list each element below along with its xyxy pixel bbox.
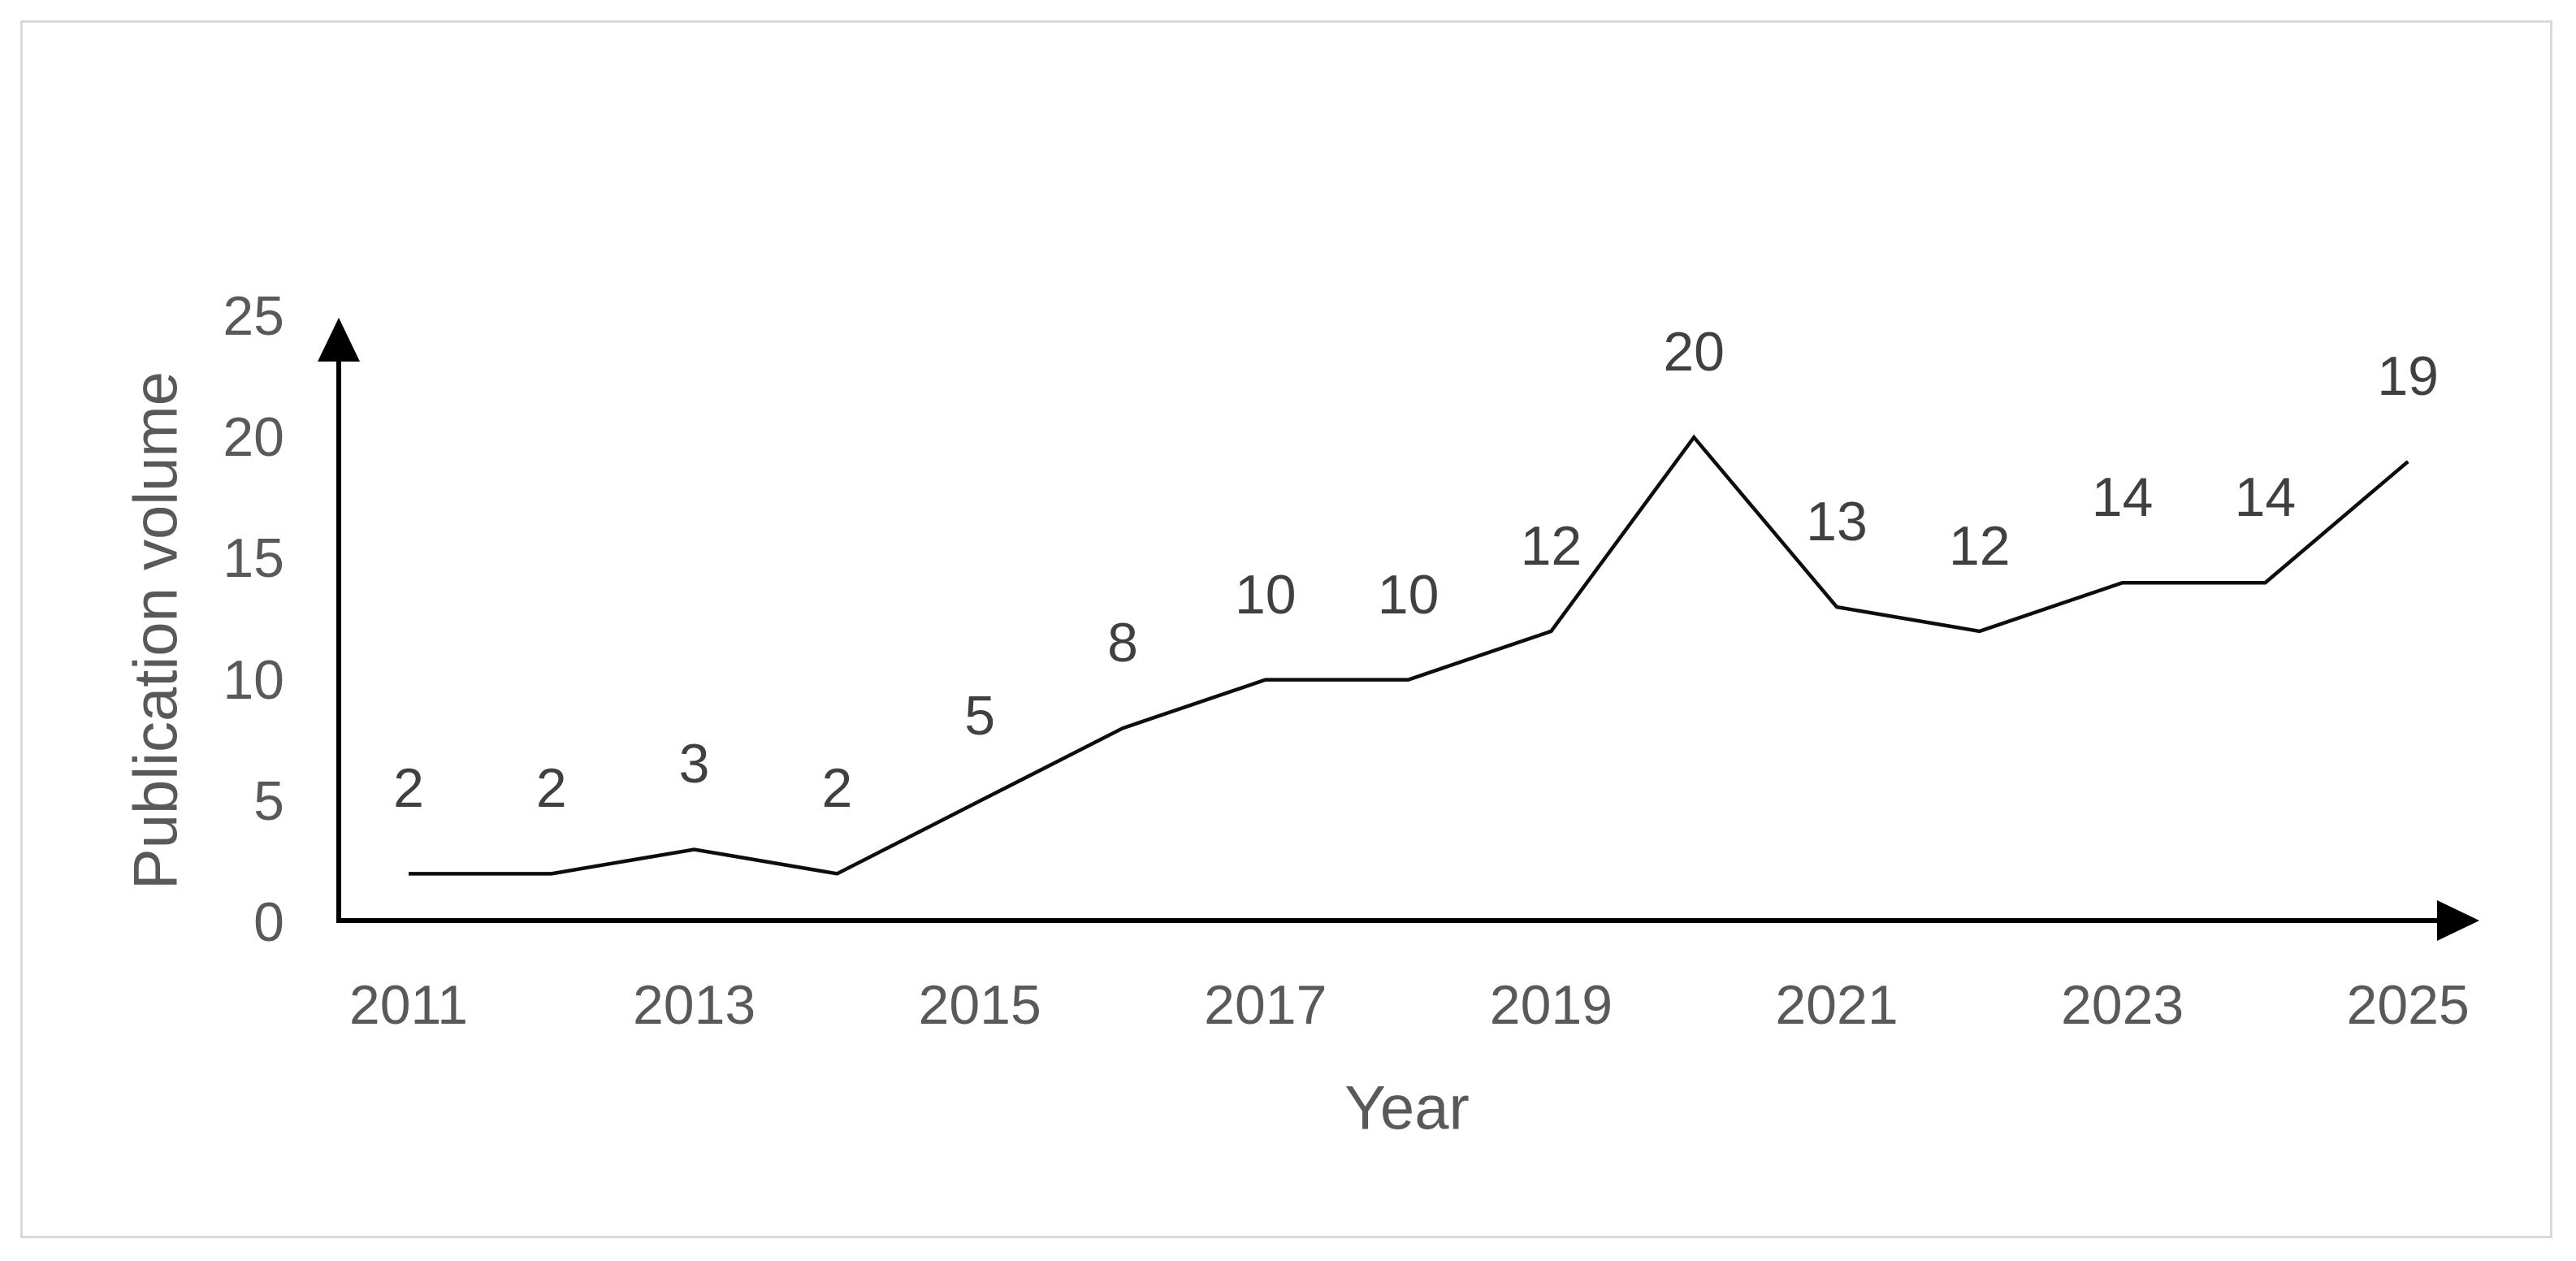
x-axis-title: Year <box>1344 1073 1470 1143</box>
figure-border <box>20 20 2552 1238</box>
x-axis-arrowhead-icon <box>2437 900 2479 941</box>
series-line <box>409 434 2409 876</box>
y-axis-arrowhead-icon <box>318 318 360 362</box>
y-axis-title: Publication volume <box>121 371 191 890</box>
